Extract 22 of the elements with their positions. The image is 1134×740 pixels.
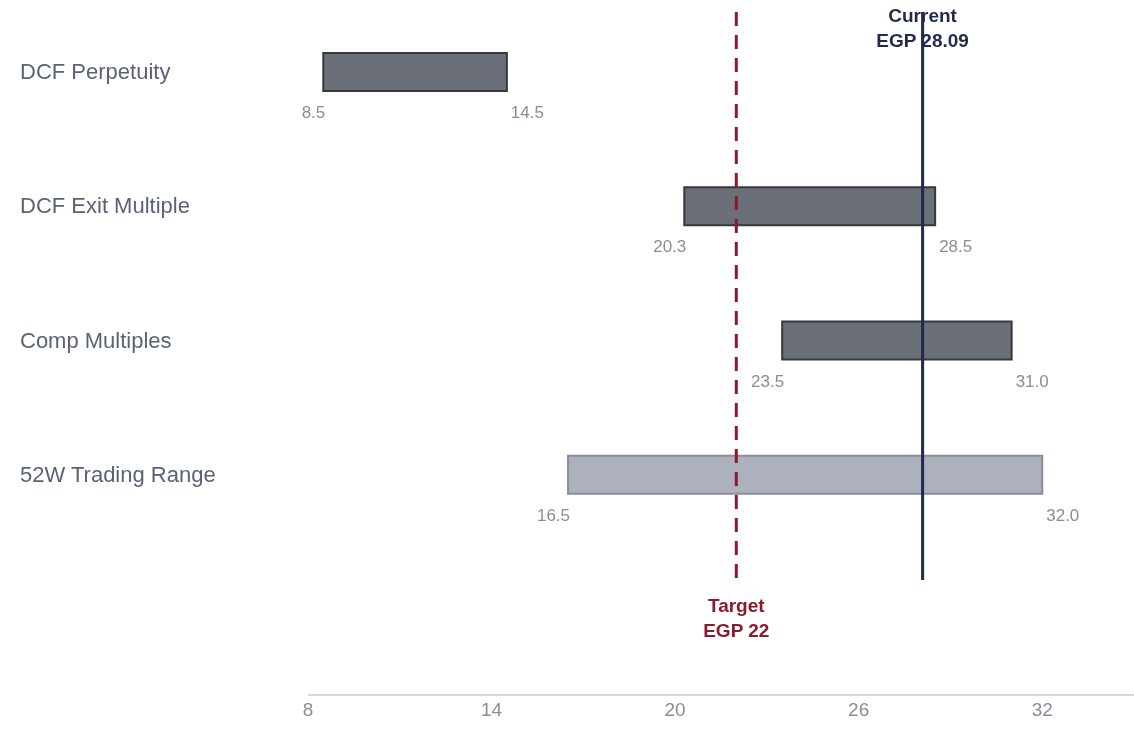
annotation: 16.5 — [536, 505, 571, 525]
annotation: 20.3 — [653, 237, 687, 257]
bar — [567, 454, 1044, 495]
y-tick-label: DCF Exit Multiple — [20, 193, 190, 219]
annotation: 31.0 — [1015, 371, 1049, 391]
annotation: 32.0 — [1046, 505, 1080, 525]
annotation: 28.5 — [939, 237, 973, 257]
bar — [322, 52, 508, 92]
y-tick-label: DCF Perpetuity — [20, 59, 171, 85]
bar — [781, 320, 1013, 361]
x-tick-label: 14 — [480, 699, 503, 721]
y-tick-label: Comp Multiples — [20, 327, 172, 353]
x-tick-label: 8 — [302, 699, 314, 721]
x-tick-label: 32 — [1031, 699, 1053, 721]
annotation: 23.5 — [751, 371, 785, 391]
annotation: 14.5 — [510, 103, 544, 123]
annotation: 8.5 — [301, 103, 326, 123]
bar — [683, 186, 937, 227]
ref-line-label: Target EGP 22 — [703, 595, 770, 641]
y-tick-label: 52W Trading Range — [20, 461, 216, 487]
x-tick-label: 26 — [848, 699, 870, 721]
x-tick-label: 20 — [664, 699, 686, 721]
